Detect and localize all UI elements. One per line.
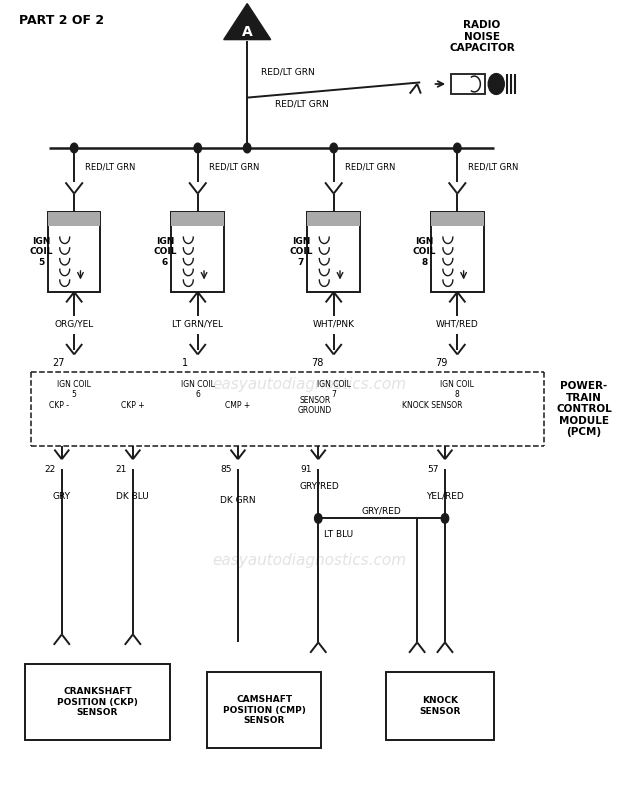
- Text: RED/LT GRN: RED/LT GRN: [345, 162, 396, 171]
- Text: CAMSHAFT
POSITION (CMP)
SENSOR: CAMSHAFT POSITION (CMP) SENSOR: [222, 695, 306, 725]
- Circle shape: [194, 143, 201, 153]
- Bar: [431, 212, 483, 292]
- Text: easyautodiagnostics.com: easyautodiagnostics.com: [212, 377, 406, 391]
- Text: IGN
COIL
6: IGN COIL 6: [153, 237, 177, 267]
- Text: IGN COIL
5: IGN COIL 5: [57, 380, 91, 399]
- Bar: [172, 212, 224, 226]
- Circle shape: [315, 514, 322, 523]
- Text: 22: 22: [44, 465, 56, 474]
- Circle shape: [454, 143, 461, 153]
- Text: RED/LT GRN: RED/LT GRN: [85, 162, 136, 171]
- Bar: [308, 212, 360, 226]
- Circle shape: [70, 143, 78, 153]
- Text: CKP +: CKP +: [121, 401, 145, 410]
- Text: 78: 78: [311, 358, 324, 368]
- Text: CMP +: CMP +: [226, 401, 250, 410]
- Text: IGN COIL
8: IGN COIL 8: [441, 380, 474, 399]
- Circle shape: [441, 514, 449, 523]
- Text: A: A: [242, 25, 253, 39]
- Text: 85: 85: [220, 465, 232, 474]
- Text: IGN
COIL
8: IGN COIL 8: [413, 237, 436, 267]
- Text: RED/LT GRN: RED/LT GRN: [209, 162, 260, 171]
- Text: WHT/PNK: WHT/PNK: [313, 319, 355, 329]
- Text: 21: 21: [116, 465, 127, 474]
- Text: RED/LT GRN: RED/LT GRN: [275, 99, 329, 109]
- Text: DK BLU: DK BLU: [117, 491, 149, 501]
- Bar: [308, 212, 360, 292]
- Text: GRY/RED: GRY/RED: [362, 506, 402, 516]
- Bar: [431, 212, 483, 226]
- Circle shape: [488, 74, 504, 94]
- Text: DK GRN: DK GRN: [220, 496, 256, 506]
- Text: KNOCK
SENSOR: KNOCK SENSOR: [420, 696, 461, 716]
- Text: KNOCK SENSOR: KNOCK SENSOR: [402, 401, 463, 410]
- Text: LT BLU: LT BLU: [324, 530, 353, 539]
- Text: 27: 27: [52, 358, 64, 368]
- Bar: [48, 212, 100, 292]
- Text: WHT/RED: WHT/RED: [436, 319, 479, 329]
- Text: POWER-
TRAIN
CONTROL
MODULE
(PCM): POWER- TRAIN CONTROL MODULE (PCM): [556, 381, 612, 438]
- Text: RED/LT GRN: RED/LT GRN: [261, 67, 315, 77]
- Bar: [451, 74, 485, 94]
- Bar: [172, 212, 224, 292]
- Text: IGN COIL
6: IGN COIL 6: [181, 380, 214, 399]
- Text: 1: 1: [182, 358, 188, 368]
- Text: 79: 79: [435, 358, 447, 368]
- Bar: [48, 212, 100, 226]
- Bar: [25, 664, 170, 740]
- Text: YEL/RED: YEL/RED: [426, 491, 464, 501]
- Text: GRY/RED: GRY/RED: [300, 481, 339, 490]
- Text: ORG/YEL: ORG/YEL: [54, 319, 94, 329]
- Text: LT GRN/YEL: LT GRN/YEL: [172, 319, 223, 329]
- Text: 91: 91: [300, 465, 312, 474]
- Bar: [386, 672, 494, 740]
- Text: IGN COIL
7: IGN COIL 7: [317, 380, 350, 399]
- Text: 57: 57: [427, 465, 439, 474]
- Circle shape: [330, 143, 337, 153]
- Text: IGN
COIL
7: IGN COIL 7: [289, 237, 313, 267]
- Text: IGN
COIL
5: IGN COIL 5: [30, 237, 53, 267]
- Text: RED/LT GRN: RED/LT GRN: [468, 162, 519, 171]
- Text: RADIO
NOISE
CAPACITOR: RADIO NOISE CAPACITOR: [449, 20, 515, 53]
- Text: PART 2 OF 2: PART 2 OF 2: [19, 14, 104, 27]
- Text: easyautodiagnostics.com: easyautodiagnostics.com: [212, 553, 406, 567]
- Text: GRY: GRY: [53, 491, 71, 501]
- Circle shape: [243, 143, 251, 153]
- Text: CRANKSHAFT
POSITION (CKP)
SENSOR: CRANKSHAFT POSITION (CKP) SENSOR: [57, 687, 138, 717]
- Text: CKP -: CKP -: [49, 401, 69, 410]
- Text: SENSOR
GROUND: SENSOR GROUND: [298, 395, 332, 415]
- Bar: [207, 672, 321, 748]
- Polygon shape: [224, 4, 271, 39]
